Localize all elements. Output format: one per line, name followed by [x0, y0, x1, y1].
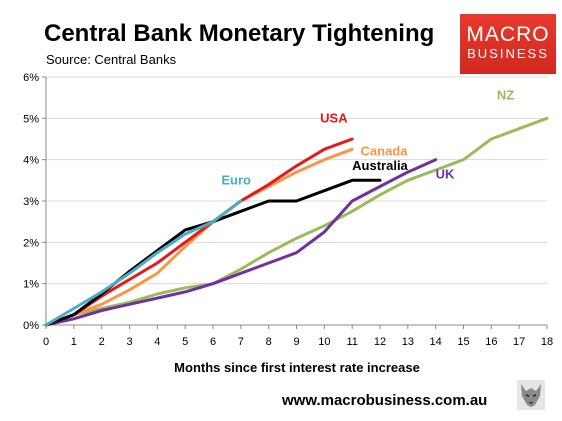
chart-axes [42, 76, 548, 329]
x-tick-label: 4 [154, 336, 160, 348]
x-tick-label: 0 [43, 336, 49, 348]
x-axis-label: Months since first interest rate increas… [174, 360, 420, 375]
series-label-usa: USA [320, 110, 348, 125]
x-tick-label: 3 [126, 336, 132, 348]
y-tick-label: 1% [23, 279, 39, 291]
x-tick-label: 15 [457, 336, 469, 348]
series-line-canada [44, 147, 354, 327]
x-tick-label: 18 [541, 336, 553, 348]
series-label-nz: NZ [497, 88, 514, 103]
y-tick-label: 6% [23, 72, 39, 84]
x-tick-label: 10 [318, 336, 330, 348]
chart-source: Source: Central Banks [46, 52, 177, 67]
y-tick-label: 4% [23, 155, 39, 167]
logo-line-2: BUSINESS [467, 46, 549, 61]
wolf-icon [517, 380, 545, 410]
x-tick-label: 8 [266, 336, 272, 348]
series-label-australia: Australia [352, 158, 408, 173]
x-tick-label: 7 [238, 336, 244, 348]
y-tick-label: 2% [23, 237, 39, 249]
logo-line-1: MACRO [466, 23, 550, 46]
chart-series [44, 116, 549, 327]
x-tick-label: 11 [346, 336, 357, 348]
y-tick-label: 3% [23, 196, 39, 208]
series-line-uk [44, 158, 438, 327]
x-tick-label: 17 [513, 336, 525, 348]
y-tick-label: 0% [23, 320, 39, 332]
x-tick-label: 12 [374, 336, 386, 348]
x-tick-label: 16 [485, 336, 497, 348]
x-tick-label: 5 [182, 336, 188, 348]
series-line-nz [44, 116, 549, 327]
x-tick-label: 9 [293, 336, 299, 348]
website-link[interactable]: www.macrobusiness.com.au [282, 392, 488, 409]
series-line-euro [44, 199, 243, 327]
x-tick-label: 6 [210, 336, 216, 348]
series-label-uk: UK [436, 166, 455, 181]
series-line-australia [44, 178, 382, 327]
chart-tick-labels: 0%1%2%3%4%5%6%0 1 2 3 4 5 6 7 8 9 10 11 12 13 14 15 16 17… [23, 72, 553, 348]
x-tick-label: 14 [430, 336, 442, 348]
macrobusiness-logo[interactable]: MACRO BUSINESS [460, 14, 556, 74]
series-label-euro: Euro [221, 172, 251, 187]
chart-title: Central Bank Monetary Tightening [44, 20, 435, 47]
series-label-canada: Canada [361, 144, 409, 159]
x-tick-label: 13 [402, 336, 414, 348]
y-tick-label: 5% [23, 113, 39, 125]
x-tick-label: 1 [71, 336, 77, 348]
x-tick-label: 2 [99, 336, 105, 348]
